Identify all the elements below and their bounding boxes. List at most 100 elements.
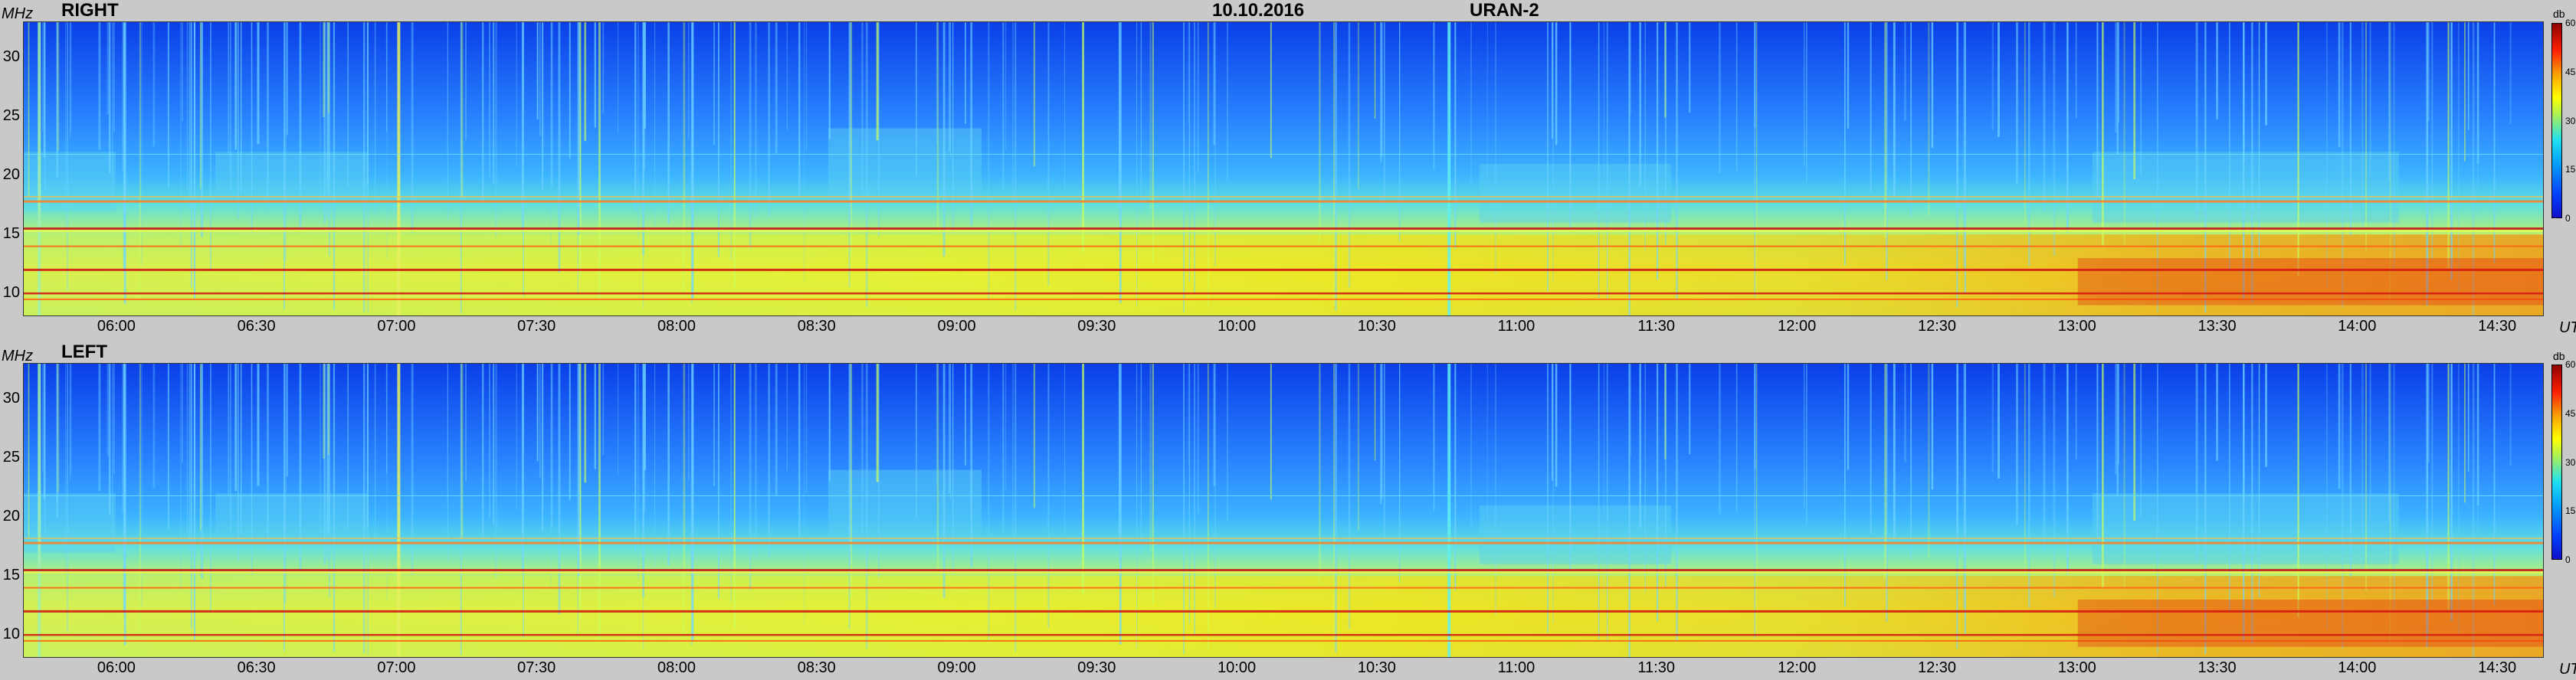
- interference-streak: [43, 22, 46, 159]
- interference-streak: [2243, 364, 2245, 642]
- interference-streak: [550, 22, 553, 187]
- interference-streak: [2389, 22, 2391, 302]
- interference-streak: [2476, 364, 2479, 506]
- interference-streak: [286, 22, 288, 136]
- interference-streak: [2467, 364, 2469, 472]
- interference-streak: [602, 22, 605, 114]
- interference-streak: [1433, 22, 1435, 170]
- interference-streak: [320, 22, 321, 201]
- interference-streak: [2427, 364, 2430, 463]
- time-unit-label-top: UT: [2559, 319, 2576, 336]
- spectrogram-left-svg: [24, 364, 2543, 657]
- interference-streak: [228, 364, 230, 495]
- interference-streak: [598, 22, 601, 298]
- interference-streak: [1547, 364, 1549, 633]
- interference-streak: [1910, 364, 1912, 559]
- interference-streak: [2204, 364, 2207, 654]
- interference-streak: [1555, 22, 1558, 145]
- interference-streak: [374, 364, 376, 556]
- interference-streak: [283, 364, 285, 651]
- interference-streak: [257, 364, 260, 486]
- interference-streak: [516, 22, 517, 168]
- interference-streak: [798, 364, 801, 538]
- interference-streak: [193, 22, 195, 299]
- interference-streak: [57, 22, 60, 151]
- interference-streak: [1014, 22, 1017, 310]
- x-tick-label: 09:30: [1077, 318, 1116, 335]
- interference-streak: [2369, 22, 2371, 176]
- strong-vertical-line: [38, 364, 41, 657]
- interference-streak: [385, 22, 388, 132]
- interference-streak: [642, 22, 644, 309]
- interference-streak: [861, 22, 864, 195]
- interference-streak: [1002, 22, 1005, 191]
- interference-streak: [42, 364, 44, 473]
- interference-streak: [482, 364, 484, 544]
- interference-streak: [1152, 364, 1154, 605]
- station-name: URAN-2: [1470, 0, 1539, 21]
- interference-streak: [299, 364, 302, 570]
- interference-streak: [1119, 364, 1122, 645]
- x-tick-label: 10:30: [1357, 659, 1396, 676]
- interference-streak: [1606, 364, 1608, 642]
- interference-streak: [1384, 364, 1385, 548]
- interference-streak: [804, 364, 805, 624]
- interference-streak: [1014, 364, 1017, 652]
- x-tick-label: 10:00: [1218, 659, 1257, 676]
- interference-streak: [1183, 364, 1185, 654]
- interference-streak: [2509, 364, 2512, 466]
- interference-streak: [267, 22, 269, 211]
- interference-streak: [878, 364, 880, 578]
- x-tick-label: 12:00: [1778, 318, 1817, 335]
- interference-streak: [642, 364, 644, 597]
- interference-streak: [1270, 22, 1272, 159]
- interference-streak: [2216, 22, 2218, 119]
- interference-streak: [1333, 22, 1335, 306]
- interference-streak: [542, 364, 544, 531]
- interference-streak: [2195, 22, 2198, 221]
- interference-streak: [988, 364, 990, 640]
- interference-streak: [667, 364, 670, 566]
- interference-streak: [550, 364, 553, 528]
- interference-streak: [667, 22, 670, 224]
- interference-streak: [850, 364, 853, 598]
- interference-streak: [1197, 22, 1199, 173]
- interference-streak: [865, 364, 868, 649]
- interference-streak: [642, 22, 644, 256]
- interference-streak: [2066, 364, 2069, 574]
- interference-streak: [2024, 22, 2026, 223]
- interference-streak: [347, 364, 349, 528]
- interference-streak: [2116, 364, 2119, 496]
- interference-streak: [2028, 364, 2030, 608]
- interference-streak: [1119, 22, 1122, 303]
- interference-streak: [1183, 22, 1185, 312]
- interference-streak: [2427, 22, 2429, 296]
- interference-streak: [952, 364, 954, 574]
- y-tick-label: 30: [2, 48, 20, 66]
- interference-streak: [44, 364, 46, 548]
- interference-streak: [199, 364, 202, 531]
- db-unit-label-bottom: db: [2553, 350, 2565, 362]
- interference-streak: [688, 364, 690, 481]
- interference-streak: [2467, 22, 2469, 130]
- interference-streak: [558, 364, 561, 614]
- low-frequency-band: [24, 234, 2543, 315]
- x-tick-label: 13:30: [2197, 318, 2237, 335]
- x-tick-label: 11:30: [1637, 318, 1675, 335]
- x-tick-label: 08:30: [797, 659, 836, 676]
- interference-streak: [713, 22, 715, 145]
- interference-streak: [936, 364, 939, 576]
- x-tick-label: 12:30: [1917, 318, 1957, 335]
- interference-streak: [411, 22, 414, 234]
- x-tick-label: 14:00: [2338, 659, 2377, 676]
- interference-streak: [2393, 364, 2395, 613]
- interference-streak: [2349, 364, 2352, 577]
- interference-streak: [2216, 364, 2218, 461]
- interference-streak: [1756, 22, 1758, 298]
- interference-streak: [42, 22, 44, 132]
- spectrogram-left: [23, 363, 2544, 658]
- interference-streak: [1886, 364, 1888, 622]
- diffuse-region: [1480, 505, 1671, 564]
- interference-streak: [634, 22, 637, 211]
- y-tick-label: 30: [2, 390, 20, 407]
